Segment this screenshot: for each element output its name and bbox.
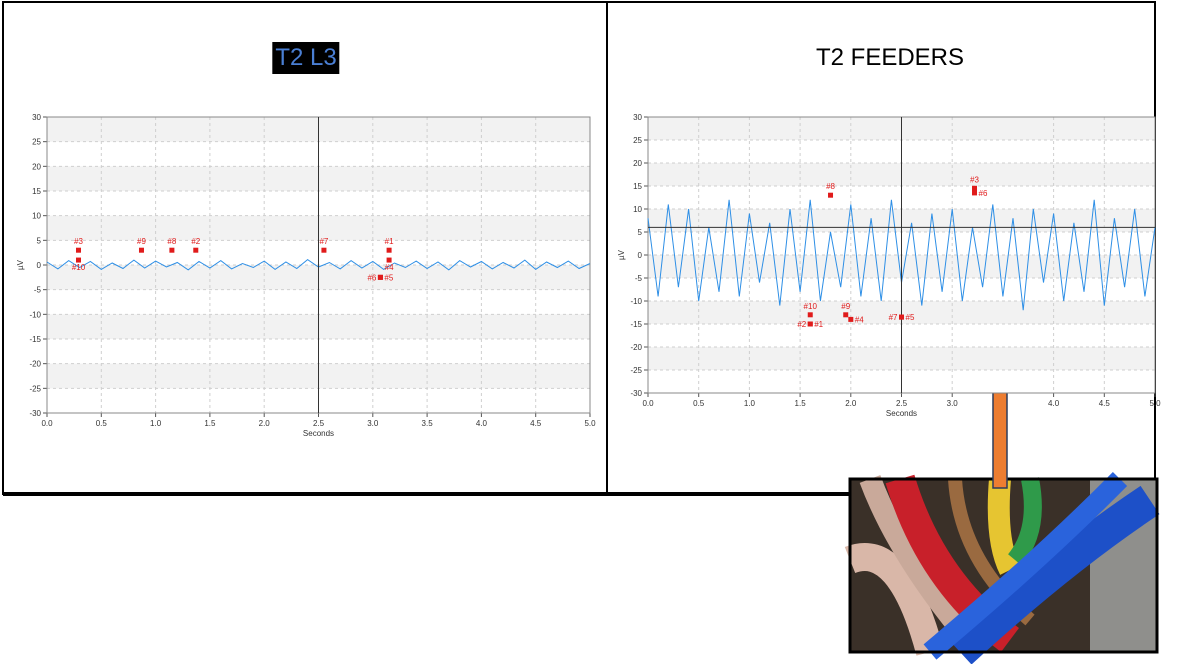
y-tick-label: -15 bbox=[29, 335, 41, 344]
x-tick-label: 1.5 bbox=[204, 419, 216, 428]
y-tick-label: -30 bbox=[630, 389, 642, 398]
x-axis-label: Seconds bbox=[886, 409, 917, 418]
y-tick-label: 0 bbox=[638, 251, 643, 260]
chart-title: T2 FEEDERS bbox=[815, 44, 965, 71]
marker-label: #9 bbox=[841, 302, 850, 311]
x-tick-label: 1.0 bbox=[744, 399, 756, 408]
marker-label: #7 bbox=[889, 313, 898, 322]
y-tick-label: 25 bbox=[32, 138, 41, 147]
y-tick-label: -25 bbox=[630, 366, 642, 375]
x-tick-label: 0.5 bbox=[96, 419, 108, 428]
x-tick-label: 4.0 bbox=[476, 419, 488, 428]
marker bbox=[386, 257, 392, 263]
marker-label: #4 bbox=[855, 315, 864, 324]
marker bbox=[193, 247, 199, 253]
y-tick-label: 5 bbox=[37, 236, 42, 245]
marker-label: #3 bbox=[970, 175, 979, 184]
marker bbox=[321, 247, 327, 253]
marker bbox=[807, 312, 813, 318]
marker-label: #8 bbox=[167, 237, 176, 246]
x-tick-label: 3.5 bbox=[422, 419, 434, 428]
marker bbox=[75, 257, 81, 263]
x-tick-label: 3.0 bbox=[947, 399, 959, 408]
y-tick-label: -10 bbox=[630, 297, 642, 306]
y-tick-label: 15 bbox=[32, 187, 41, 196]
chart-title: T2 L3 bbox=[272, 42, 340, 74]
chart: -30 -25 -20 -15 -10 -5 0 5 10 15 20 25 30 0.0 0.5 1.0 1.… bbox=[617, 113, 1161, 418]
x-tick-label: 0.0 bbox=[642, 399, 654, 408]
x-tick-label: 2.5 bbox=[313, 419, 325, 428]
x-tick-label: 1.0 bbox=[150, 419, 162, 428]
marker-label: #6 bbox=[367, 273, 376, 282]
marker bbox=[848, 316, 854, 322]
marker-label: #9 bbox=[137, 237, 146, 246]
marker-label: #8 bbox=[826, 182, 835, 191]
y-tick-label: 0 bbox=[37, 261, 42, 270]
photo bbox=[844, 471, 1160, 664]
x-tick-label: 2.0 bbox=[259, 419, 271, 428]
y-tick-label: -5 bbox=[635, 274, 643, 283]
marker bbox=[972, 190, 978, 196]
y-tick-label: 30 bbox=[633, 113, 642, 122]
marker-label: #6 bbox=[979, 189, 988, 198]
marker-label: #1 bbox=[385, 237, 394, 246]
marker bbox=[386, 247, 392, 253]
marker-label: #7 bbox=[319, 237, 328, 246]
marker bbox=[138, 247, 144, 253]
y-tick-label: -20 bbox=[630, 343, 642, 352]
marker-label: #2 bbox=[797, 320, 806, 329]
marker-label: #3 bbox=[74, 237, 83, 246]
y-tick-label: 20 bbox=[32, 162, 41, 171]
x-tick-label: 4.5 bbox=[530, 419, 542, 428]
y-tick-label: -20 bbox=[29, 360, 41, 369]
x-tick-label: 2.5 bbox=[896, 399, 908, 408]
y-tick-label: -5 bbox=[34, 286, 42, 295]
x-tick-label: 4.5 bbox=[1099, 399, 1111, 408]
marker bbox=[169, 247, 175, 253]
y-tick-label: -10 bbox=[29, 310, 41, 319]
y-tick-label: 30 bbox=[32, 113, 41, 122]
marker bbox=[807, 321, 813, 327]
y-tick-label: 10 bbox=[32, 212, 41, 221]
y-tick-label: 15 bbox=[633, 182, 642, 191]
chart: -30 -25 -20 -15 -10 -5 0 5 10 15 20 25 30 0.0 0.5 1.0 1.… bbox=[16, 113, 596, 438]
marker bbox=[972, 185, 978, 191]
x-tick-label: 3.0 bbox=[367, 419, 379, 428]
x-tick-label: 2.0 bbox=[845, 399, 857, 408]
marker-label: #5 bbox=[384, 273, 393, 282]
marker-label: #2 bbox=[191, 237, 200, 246]
y-axis-label: µV bbox=[16, 259, 25, 270]
marker-label: #1 bbox=[814, 320, 823, 329]
marker-label: #5 bbox=[906, 313, 915, 322]
x-tick-label: 5.0 bbox=[1149, 399, 1161, 408]
marker bbox=[843, 312, 849, 318]
x-tick-label: 4.0 bbox=[1048, 399, 1060, 408]
marker bbox=[828, 192, 834, 198]
x-tick-label: 1.5 bbox=[795, 399, 807, 408]
marker-label: #10 bbox=[804, 302, 818, 311]
x-tick-label: 0.0 bbox=[41, 419, 53, 428]
y-tick-label: -15 bbox=[630, 320, 642, 329]
y-tick-label: 20 bbox=[633, 159, 642, 168]
y-tick-label: 5 bbox=[638, 228, 643, 237]
x-tick-label: 5.0 bbox=[584, 419, 596, 428]
y-tick-label: 25 bbox=[633, 136, 642, 145]
y-axis-label: µV bbox=[617, 249, 626, 260]
y-tick-label: -30 bbox=[29, 409, 41, 418]
marker-label: #10 bbox=[72, 263, 86, 272]
marker bbox=[899, 314, 904, 320]
x-axis-label: Seconds bbox=[303, 429, 334, 438]
y-tick-label: -25 bbox=[29, 384, 41, 393]
marker-label: #4 bbox=[385, 263, 394, 272]
marker bbox=[75, 247, 81, 253]
marker bbox=[377, 274, 383, 280]
x-tick-label: 0.5 bbox=[693, 399, 705, 408]
y-tick-label: 10 bbox=[633, 205, 642, 214]
